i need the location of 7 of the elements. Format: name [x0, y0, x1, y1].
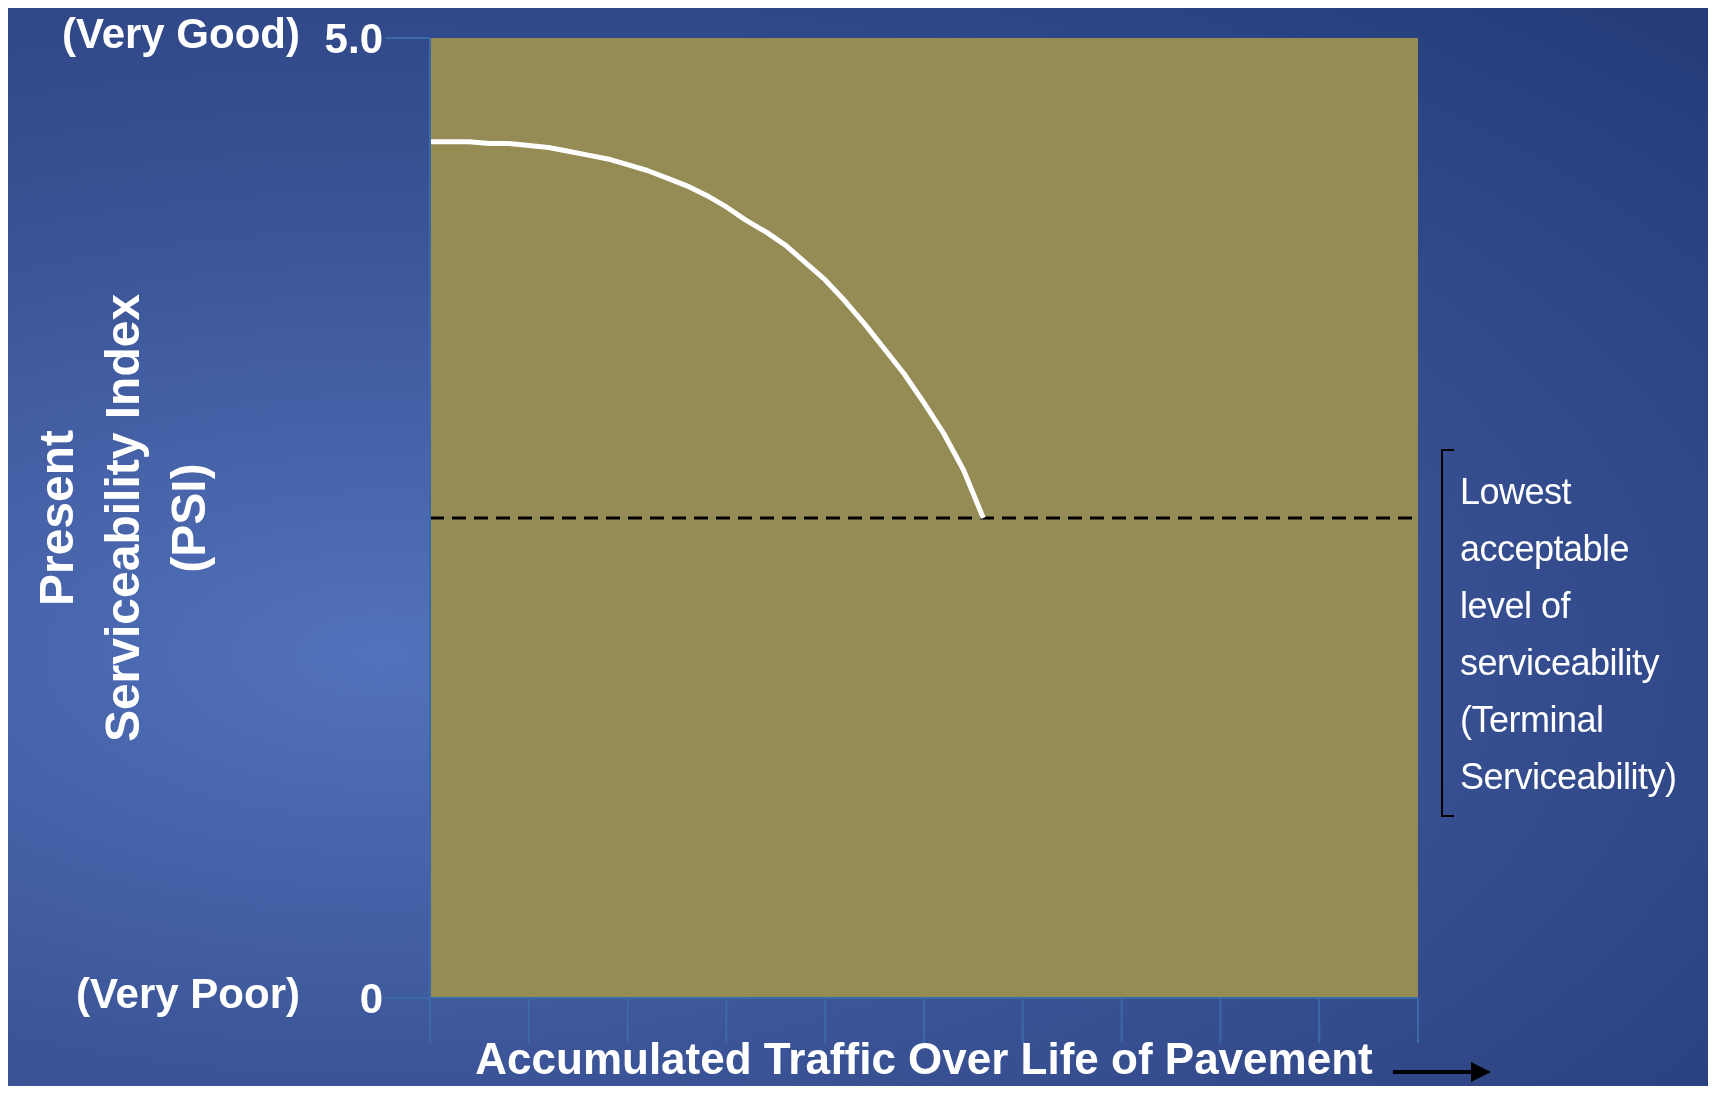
text: (Very Poor) [75, 970, 300, 1018]
y-axis-title: Present Serviceability Index (PSI) [29, 292, 216, 745]
ref-line-label: Lowest acceptable level of serviceability (Terminal Serviceability) [1460, 470, 1678, 799]
text: (Very Good) [61, 10, 300, 58]
y-tick-label: 5.0 [324, 14, 383, 62]
y-tick-label: 0 [359, 974, 383, 1022]
x-axis-title: Accumulated Traffic Over Life of Pavement [475, 1034, 1373, 1083]
